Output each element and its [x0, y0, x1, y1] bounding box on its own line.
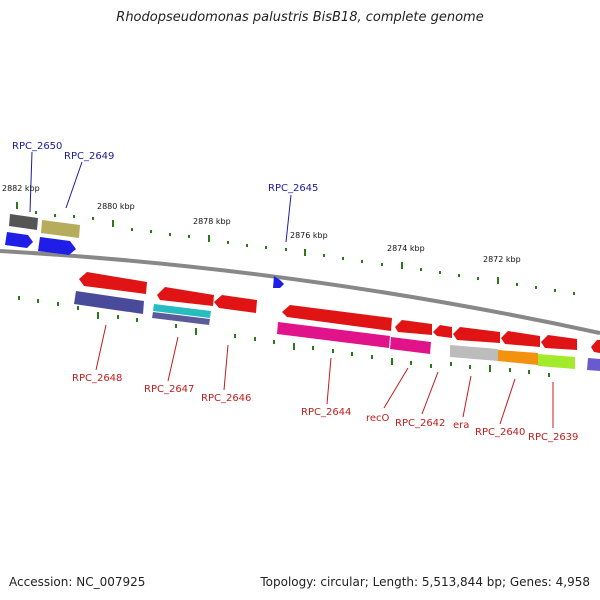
- kbp-label-2878: 2878 kbp: [193, 217, 231, 226]
- bar-gray: [450, 345, 498, 361]
- bar-RPC_2647-purple: [152, 312, 210, 325]
- kbp-label-2872: 2872 kbp: [483, 255, 521, 264]
- feature-blue-2: [38, 237, 76, 255]
- arrow-era: [453, 327, 500, 343]
- arrow-RPC_2648: [79, 272, 147, 294]
- topology-label: Topology: circular; Length: 5,513,844 bp…: [260, 575, 590, 589]
- arrow-RPC_2647: [157, 287, 214, 306]
- bar-RPC_2644: [277, 322, 390, 348]
- gene-label-RPC_2640[interactable]: RPC_2640: [475, 427, 525, 438]
- bar-edge: [587, 358, 600, 371]
- map-title: Rhodopseudomonas palustris BisB18, compl…: [116, 10, 484, 25]
- bar-orange: [498, 350, 538, 365]
- arrow-RPC_2644: [282, 305, 392, 331]
- arrow-RPC_2642: [433, 325, 452, 338]
- feature-blue-small: [273, 276, 284, 288]
- gene-label-RPC_2647[interactable]: RPC_2647: [144, 384, 194, 395]
- upper-features: [5, 214, 284, 288]
- bar-RPC_2647-teal: [153, 304, 211, 318]
- kbp-label-2880: 2880 kbp: [97, 202, 135, 211]
- lower-features: [74, 272, 600, 371]
- gene-label-RPC_2650[interactable]: RPC_2650: [12, 141, 62, 152]
- accession-label: Accession: NC_007925: [9, 575, 146, 589]
- kbp-label-2882: 2882 kbp: [2, 184, 40, 193]
- bar-green: [538, 354, 575, 369]
- bar-recO: [390, 337, 431, 354]
- arrow-RPC_2639: [541, 335, 577, 350]
- gene-label-RPC_2644[interactable]: RPC_2644: [301, 407, 351, 418]
- gene-label-RPC_2645[interactable]: RPC_2645: [268, 183, 318, 194]
- bar-RPC_2648: [74, 291, 144, 314]
- feature-olive: [41, 220, 80, 238]
- gene-label-RPC_2639[interactable]: RPC_2639: [528, 432, 578, 443]
- arrow-edge: [591, 340, 600, 353]
- arrow-RPC_2640: [501, 331, 540, 347]
- lower-tick-row: [18, 296, 550, 377]
- gene-label-RPC_2649[interactable]: RPC_2649: [64, 151, 114, 162]
- gene-label-RPC_2642[interactable]: RPC_2642: [395, 418, 445, 429]
- genome-backbone: [0, 249, 600, 335]
- arrow-recO: [395, 320, 432, 335]
- gene-label-RPC_2648[interactable]: RPC_2648: [72, 373, 122, 384]
- upper-tick-row: [16, 202, 575, 295]
- feature-blue-1: [5, 232, 33, 248]
- feature-gray: [9, 214, 38, 230]
- gene-label-era[interactable]: era: [453, 420, 469, 431]
- label-leaders: [29, 151, 554, 428]
- kbp-label-2874: 2874 kbp: [387, 244, 425, 253]
- kbp-label-2876: 2876 kbp: [290, 231, 328, 240]
- arrow-RPC_2646: [214, 295, 257, 313]
- gene-label-RPC_2646[interactable]: RPC_2646: [201, 393, 251, 404]
- gene-label-recO[interactable]: recO: [366, 413, 390, 424]
